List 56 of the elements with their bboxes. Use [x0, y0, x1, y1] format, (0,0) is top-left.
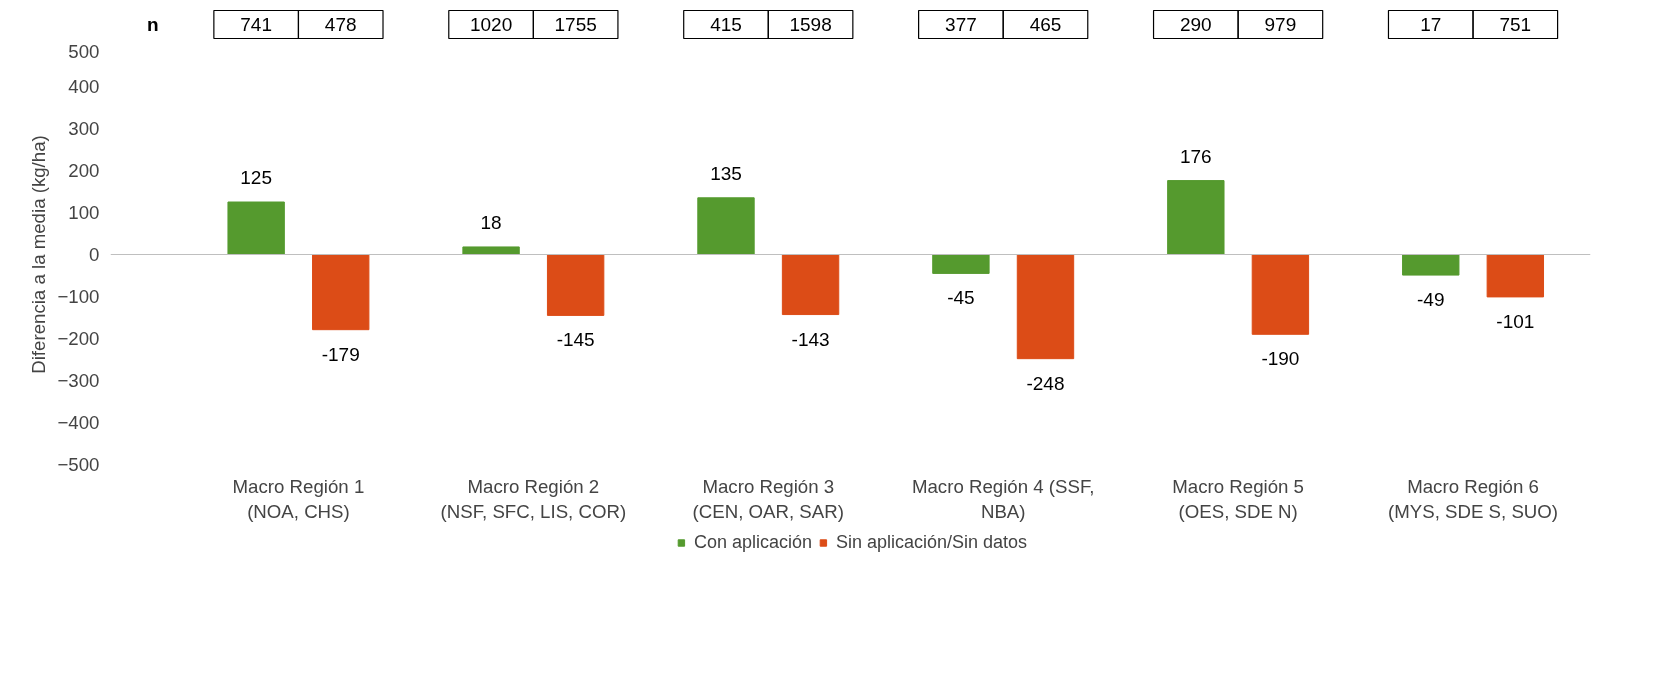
y-tick-label: −100	[57, 286, 100, 307]
legend-label: Sin aplicación/Sin datos	[835, 531, 1028, 553]
text: 465	[1029, 14, 1062, 35]
y-tick-label: 500	[68, 40, 100, 62]
x-tick-label: Macro Región 3 (CEN, OAR, SAR)	[692, 475, 844, 522]
text: 751	[1499, 14, 1532, 35]
text: 1598	[789, 14, 832, 35]
text: 979	[1264, 14, 1297, 35]
x-tick-label: Macro Región 1 (NOA, CHS)	[232, 475, 365, 522]
text: 741	[240, 14, 272, 35]
data-label: -248	[1026, 372, 1065, 394]
text: 478	[324, 14, 357, 35]
data-label: 176	[1179, 145, 1212, 167]
bar	[1016, 254, 1075, 360]
bar	[781, 254, 840, 316]
data-label: -145	[556, 329, 595, 351]
x-tick-label: Macro Región 6 (MYS, SDE S, SUO)	[1388, 475, 1559, 522]
bar	[1402, 254, 1460, 276]
data-label: -101	[1496, 310, 1535, 332]
y-tick-label: 0	[89, 244, 100, 265]
bar	[1167, 180, 1225, 255]
data-label: -45	[947, 287, 975, 309]
y-tick-label: 400	[68, 76, 100, 97]
bar	[546, 254, 605, 316]
data-label: -179	[321, 343, 360, 365]
data-label: -143	[791, 328, 830, 350]
y-tick-label: −300	[57, 370, 100, 391]
data-label: -49	[1417, 289, 1445, 311]
legend-label: Con aplicación	[693, 531, 812, 553]
bar	[227, 201, 285, 255]
bar	[312, 254, 370, 331]
bar	[1486, 254, 1545, 298]
text: 1020	[469, 14, 513, 35]
y-tick-label: 300	[68, 118, 100, 139]
text: 415	[710, 14, 742, 35]
text: 1755	[554, 14, 597, 35]
text: n	[146, 14, 159, 35]
text: 17	[1420, 14, 1442, 35]
bar	[932, 254, 990, 274]
x-tick-label: Macro Región 4 (SSF, NBA)	[911, 475, 1095, 522]
text: 377	[945, 14, 977, 35]
data-label: -190	[1261, 348, 1300, 370]
data-label: 135	[710, 162, 742, 184]
y-tick-label: −500	[57, 454, 100, 475]
x-tick-label: Macro Región 2 (NSF, SFC, LIS, COR)	[440, 475, 627, 522]
x-tick-label: Macro Región 5 (OES, SDE N)	[1172, 475, 1304, 522]
data-label: 125	[240, 167, 272, 188]
y-axis-title: Diferencia a la media (kg/ha)	[28, 135, 50, 374]
text: 290	[1179, 14, 1212, 35]
data-label: 18	[480, 211, 502, 233]
y-tick-label: 100	[68, 202, 100, 223]
y-tick-label: 200	[68, 160, 100, 181]
y-tick-label: −200	[57, 328, 100, 349]
y-tick-label: −400	[57, 412, 100, 433]
bar	[697, 197, 755, 255]
bar	[1251, 254, 1310, 335]
